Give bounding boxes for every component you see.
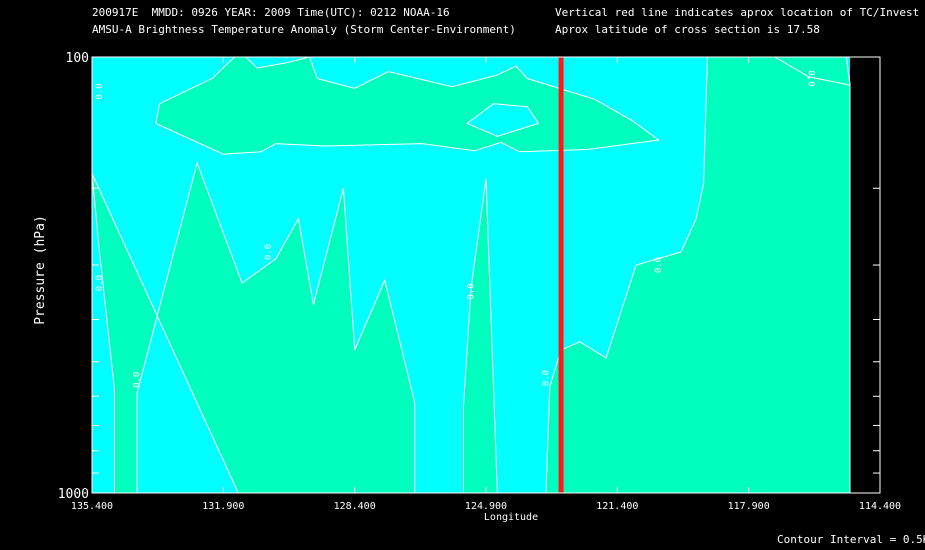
header-line2-right: Aprox latitude of cross section is 17.58	[555, 23, 820, 36]
header-line1-right: Vertical red line indicates aprox locati…	[555, 6, 920, 19]
x-tick-label: 121.400	[596, 501, 638, 512]
warm-region-right-corner	[643, 57, 851, 86]
x-tick-label: 128.400	[334, 501, 376, 512]
x-tick-label: 114.400	[859, 501, 901, 512]
contour-label: 0.0	[542, 370, 552, 386]
contour-label: 0.0	[466, 283, 476, 299]
contour-label: 0.0	[95, 275, 105, 291]
warm-region-lower-left	[92, 161, 416, 493]
contour-label: 0.0	[264, 244, 274, 260]
cold-region-upper-band-hole	[466, 103, 540, 137]
contour-interval-label: Contour Interval = 0.5K	[777, 533, 925, 546]
header-line2-left: AMSU-A Brightness Temperature Anomaly (S…	[92, 23, 516, 36]
contour-label: 0.0	[654, 257, 664, 273]
contour-label: 0.0	[133, 372, 143, 388]
y-tick-label: 1000	[58, 487, 89, 502]
warm-region-upper-band	[155, 57, 660, 155]
y-tick-label: 100	[66, 51, 89, 66]
x-tick-label: 117.900	[728, 501, 770, 512]
no-data-area	[849, 57, 880, 493]
contour-label: 0.0	[95, 83, 105, 99]
x-tick-label: 135.400	[71, 501, 113, 512]
warm-region-center-spike	[463, 178, 498, 493]
x-tick-label: 131.900	[202, 501, 244, 512]
y-axis-label: Pressure (hPa)	[33, 215, 48, 325]
x-tick-label: 124.900	[465, 501, 507, 512]
x-axis-label: Longitude	[484, 512, 538, 523]
contour-label: 0.0	[808, 70, 818, 86]
header-line1-left: 200917E MMDD: 0926 YEAR: 2009 Time(UTC):…	[92, 6, 450, 19]
